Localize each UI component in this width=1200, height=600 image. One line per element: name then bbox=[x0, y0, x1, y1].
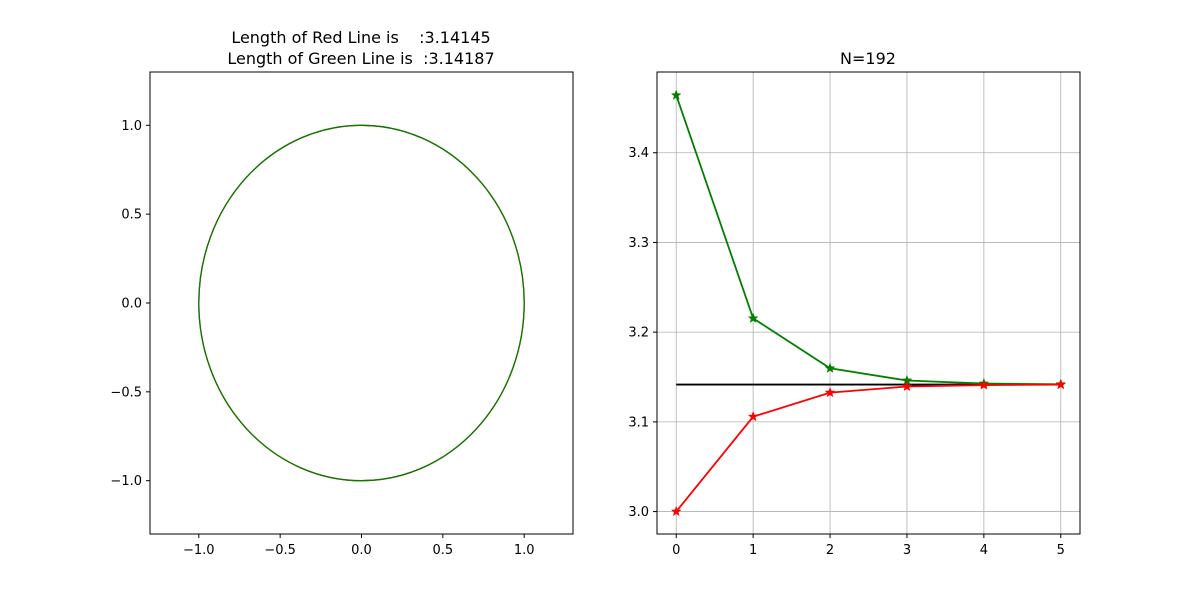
x-tick-label: −1.0 bbox=[183, 543, 215, 558]
x-tick-label: 3 bbox=[903, 543, 911, 558]
x-tick-label: 5 bbox=[1057, 543, 1065, 558]
right-plot-area bbox=[670, 89, 1067, 517]
y-tick-label: 3.2 bbox=[628, 326, 649, 341]
left-title-line-1: Length of Red Line is :3.14145 bbox=[231, 28, 490, 47]
series-1-line bbox=[675, 383, 1061, 513]
x-tick-label: 4 bbox=[980, 543, 988, 558]
x-tick-label: 1.0 bbox=[514, 543, 535, 558]
x-tick-label: 0.5 bbox=[433, 543, 454, 558]
y-tick-label: 3.1 bbox=[628, 415, 649, 430]
left-title-line-2: Length of Green Line is :3.14187 bbox=[227, 49, 494, 68]
series-1-point bbox=[824, 386, 836, 398]
y-tick-label: −0.5 bbox=[110, 385, 142, 400]
series-0-line bbox=[675, 94, 1061, 386]
y-tick-label: 0.0 bbox=[121, 297, 142, 312]
series-1-point bbox=[670, 505, 682, 517]
y-tick-label: 3.4 bbox=[628, 146, 649, 161]
right-title: N=192 bbox=[840, 49, 896, 68]
series-0-point bbox=[747, 312, 759, 323]
series-0-point bbox=[824, 362, 836, 373]
y-tick-label: 3.0 bbox=[628, 505, 649, 520]
series-1-point bbox=[901, 380, 913, 392]
x-tick-label: −0.5 bbox=[264, 543, 296, 558]
left-axes-frame bbox=[149, 71, 574, 535]
series-1-circle bbox=[198, 124, 525, 482]
y-tick-label: 0.5 bbox=[121, 208, 142, 223]
series-1-point bbox=[978, 379, 990, 390]
left-axis-ticks: −1.0 −0.5 0.0 0.5 1.0 −1.0 −0.5 0.0 0.5 1.0 bbox=[110, 119, 534, 558]
x-tick-label: 0.0 bbox=[351, 543, 372, 558]
right-axis-ticks: 0 1 2 3 4 5 3.0 3.1 3.2 3.3 3.4 bbox=[628, 146, 1065, 558]
x-tick-label: 2 bbox=[826, 543, 834, 558]
left-chart: Length of Red Line is :3.14145 Length of… bbox=[110, 28, 574, 558]
x-tick-label: 0 bbox=[672, 543, 680, 558]
left-plot-area bbox=[198, 124, 525, 482]
y-tick-label: −1.0 bbox=[110, 474, 142, 489]
x-tick-label: 1 bbox=[749, 543, 757, 558]
right-chart: N=192 0 1 2 3 4 5 3.0 3.1 3.2 3.3 3.4 bbox=[628, 49, 1081, 558]
series-0-point bbox=[670, 89, 682, 100]
right-axes-frame bbox=[656, 71, 1081, 535]
y-tick-label: 1.0 bbox=[121, 119, 142, 134]
series-1-point bbox=[1055, 378, 1067, 390]
series-1-point bbox=[747, 410, 759, 422]
y-tick-label: 3.3 bbox=[628, 236, 649, 251]
